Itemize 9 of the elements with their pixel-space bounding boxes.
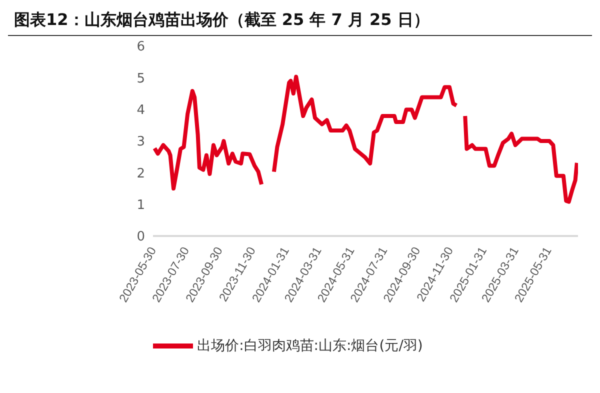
y-tick-label: 1	[136, 198, 145, 213]
y-tick-label: 2	[136, 166, 145, 182]
legend-label: 出场价:白羽肉鸡苗:山东:烟台(元/羽)	[197, 338, 423, 354]
y-tick-label: 5	[136, 71, 145, 86]
y-tick-label: 6	[136, 40, 145, 55]
y-tick-label: 3	[136, 134, 145, 150]
chart-title: 图表12：山东烟台鸡苗出场价（截至 25 年 7 月 25 日）	[8, 8, 592, 36]
y-tick-label: 0	[136, 230, 145, 245]
y-tick-label: 4	[136, 102, 145, 118]
